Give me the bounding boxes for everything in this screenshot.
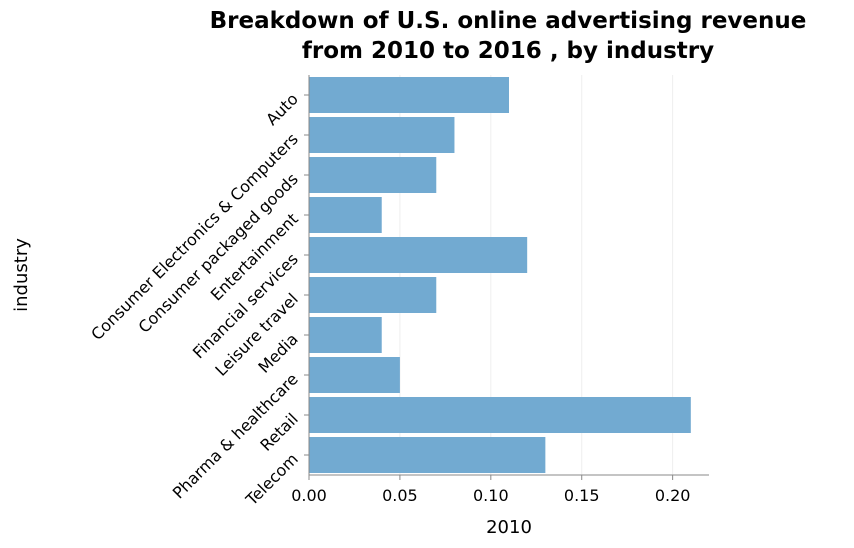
axes <box>304 75 709 480</box>
bar <box>309 157 437 193</box>
x-tick-label: 0.15 <box>564 486 600 505</box>
x-tick-label: 0.20 <box>655 486 691 505</box>
x-tick-label: 0.05 <box>382 486 418 505</box>
bar <box>309 397 691 433</box>
bar <box>309 77 509 113</box>
bar <box>309 357 400 393</box>
bar <box>309 437 546 473</box>
bar <box>309 237 528 273</box>
chart-title-line-1: Breakdown of U.S. online advertising rev… <box>210 8 807 34</box>
bar <box>309 277 437 313</box>
bar <box>309 317 382 353</box>
bar <box>309 197 382 233</box>
chart-title-line-2: from 2010 to 2016 , by industry <box>302 38 714 64</box>
y-axis-label: industry <box>11 238 32 312</box>
x-axis-label: 2010 <box>486 517 532 538</box>
bars <box>309 77 691 473</box>
x-tick-label: 0.00 <box>291 486 327 505</box>
x-tick-label: 0.10 <box>473 486 509 505</box>
bar <box>309 117 455 153</box>
y-tick-label: Auto <box>262 89 302 129</box>
x-tick-labels: 0.00 0.05 0.10 0.15 0.20 <box>291 486 690 505</box>
